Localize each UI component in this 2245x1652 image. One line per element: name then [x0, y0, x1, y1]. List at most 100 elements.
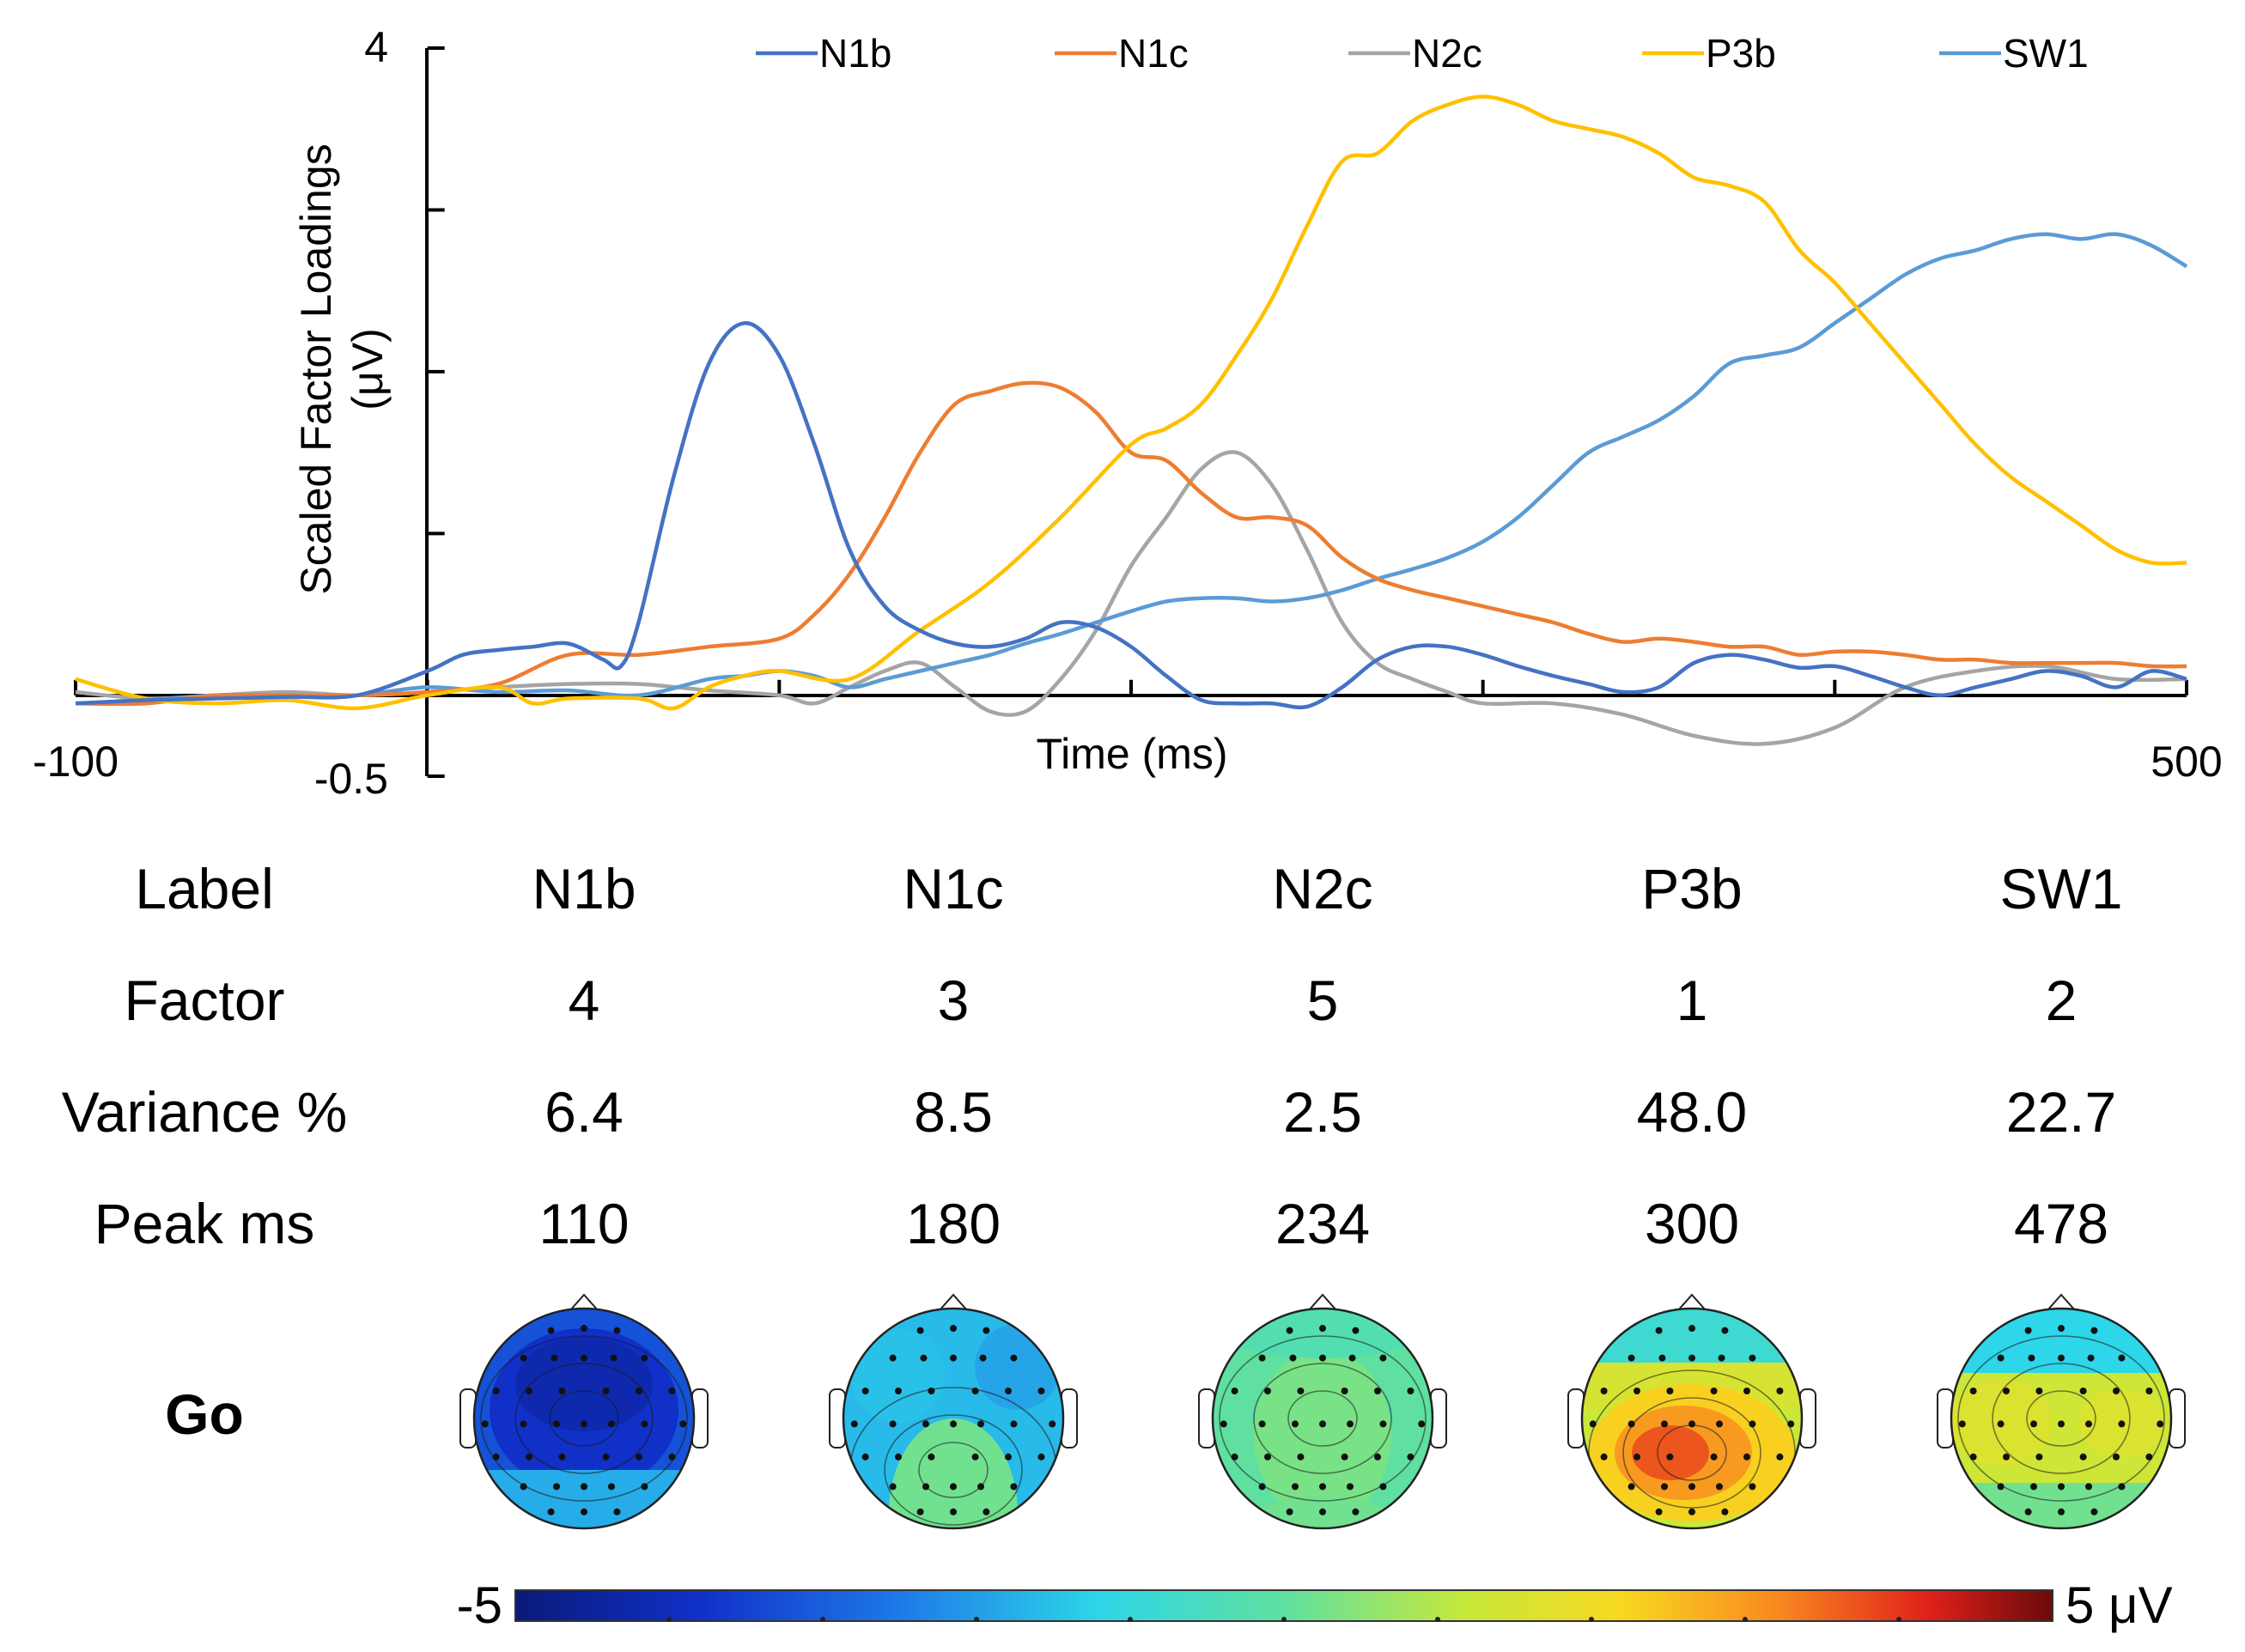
cell-label-p3b: P3b: [1641, 857, 1742, 920]
colorbar-tick-4: [1128, 1617, 1133, 1622]
electrode: [2030, 1483, 2037, 1491]
electrode: [2087, 1354, 2095, 1362]
cell-peak-n1b: 110: [538, 1192, 629, 1255]
topomaps: [459, 1293, 2186, 1530]
electrode: [1716, 1483, 1723, 1491]
electrode: [1688, 1420, 1695, 1428]
electrode: [520, 1483, 527, 1491]
y-tick-label-min: -0.5: [314, 755, 388, 803]
contour-line: [884, 1414, 1023, 1526]
electrode: [1776, 1453, 1784, 1461]
contour-line: [1957, 1335, 2165, 1502]
topomap-field: [1582, 1309, 1802, 1528]
electrode: [1264, 1388, 1271, 1394]
electrode: [558, 1453, 566, 1461]
row-header-label: Label: [135, 857, 274, 920]
electrode: [2113, 1453, 2120, 1461]
electrode: [526, 1453, 532, 1461]
y-axis-title-line2: (μV): [344, 328, 392, 410]
electrode: [2118, 1420, 2126, 1428]
electrode: [1010, 1483, 1018, 1491]
x-tick-label-min: -100: [33, 738, 119, 786]
electrode: [928, 1453, 935, 1461]
x-axis-title: Time (ms): [1036, 730, 1227, 778]
colorbar-tick-3: [974, 1617, 979, 1622]
electrode: [1600, 1388, 1608, 1394]
electrode: [1666, 1388, 1674, 1394]
table-row-peak: Peak ms 110 180 234 300 478: [94, 1192, 2108, 1255]
electrode: [1721, 1508, 1729, 1515]
electrode: [526, 1388, 532, 1394]
electrode: [558, 1388, 566, 1394]
electrode: [950, 1508, 957, 1515]
nose: [2047, 1293, 2076, 1311]
table-row-label: Label N1b N1c N2c P3b SW1: [135, 857, 2122, 920]
electrode: [2028, 1354, 2035, 1362]
electrode: [608, 1483, 615, 1491]
electrode: [1418, 1420, 1426, 1428]
electrode: [1005, 1388, 1012, 1394]
electrode: [850, 1420, 858, 1428]
go-row-label: Go: [165, 1382, 244, 1446]
electrode: [2079, 1453, 2087, 1461]
electrode: [1297, 1453, 1305, 1461]
colorbar-tick-5: [1281, 1617, 1287, 1622]
topomap-p3b: [1567, 1293, 1816, 1530]
electrode: [1347, 1483, 1354, 1491]
legend-label-n1b: N1b: [819, 31, 891, 76]
cell-variance-n1c: 8.5: [914, 1080, 993, 1144]
electrode: [636, 1388, 642, 1394]
colorbar-gradient: [514, 1589, 2053, 1622]
electrode: [922, 1420, 929, 1428]
colorbar-tick-9: [1896, 1617, 1901, 1622]
electrode: [1721, 1327, 1729, 1334]
legend-label-n2c: N2c: [1412, 31, 1482, 76]
colorbar-ticks: [666, 1617, 1901, 1622]
colorbar: -5 5 μV: [457, 1576, 2173, 1634]
electrode: [2003, 1453, 2010, 1461]
row-header-variance: Variance %: [62, 1080, 348, 1144]
head-outline: [1580, 1307, 1804, 1530]
electrode: [1749, 1420, 1756, 1428]
electrode: [608, 1420, 615, 1428]
legend: N1b N1c N2c P3b SW1: [756, 31, 2089, 76]
electrode: [1634, 1388, 1640, 1394]
electrode: [2145, 1388, 2153, 1394]
electrode: [1627, 1420, 1635, 1428]
y-tick-label-max: 4: [364, 23, 388, 71]
electrode: [971, 1453, 979, 1461]
electrode: [1997, 1483, 2005, 1491]
electrode: [861, 1453, 869, 1461]
contour-line: [1992, 1363, 2131, 1474]
electrode: [553, 1483, 560, 1491]
electrode: [1776, 1388, 1784, 1394]
electrode: [520, 1420, 527, 1428]
cell-variance-p3b: 48.0: [1637, 1080, 1747, 1144]
electrode: [916, 1508, 924, 1515]
electrode: [1374, 1388, 1381, 1394]
electrode: [2024, 1327, 2032, 1334]
cell-variance-n1b: 6.4: [545, 1080, 624, 1144]
electrode: [950, 1420, 957, 1428]
electrode: [1718, 1354, 1725, 1362]
electrode: [1286, 1508, 1293, 1515]
head-outline: [842, 1307, 1065, 1530]
series-line-n1c: [75, 380, 2187, 707]
legend-label-p3b: P3b: [1706, 31, 1776, 76]
electrode: [2024, 1508, 2032, 1515]
contour-line: [1253, 1363, 1392, 1474]
electrode: [1379, 1420, 1387, 1428]
nose: [1677, 1293, 1707, 1311]
cell-label-sw1: SW1: [1999, 857, 2122, 920]
electrode: [668, 1388, 676, 1394]
field-region: [975, 1324, 1061, 1410]
electrode: [1634, 1453, 1640, 1461]
electrode: [1997, 1354, 2005, 1362]
component-table: Label N1b N1c N2c P3b SW1 Factor 4 3 5 1…: [62, 857, 2123, 1255]
field-region: [1213, 1309, 1433, 1358]
cell-factor-n1c: 3: [938, 969, 970, 1032]
nose: [939, 1293, 968, 1311]
contour-line: [1219, 1335, 1427, 1502]
field-region: [1254, 1350, 1391, 1521]
electrode: [1352, 1327, 1360, 1334]
